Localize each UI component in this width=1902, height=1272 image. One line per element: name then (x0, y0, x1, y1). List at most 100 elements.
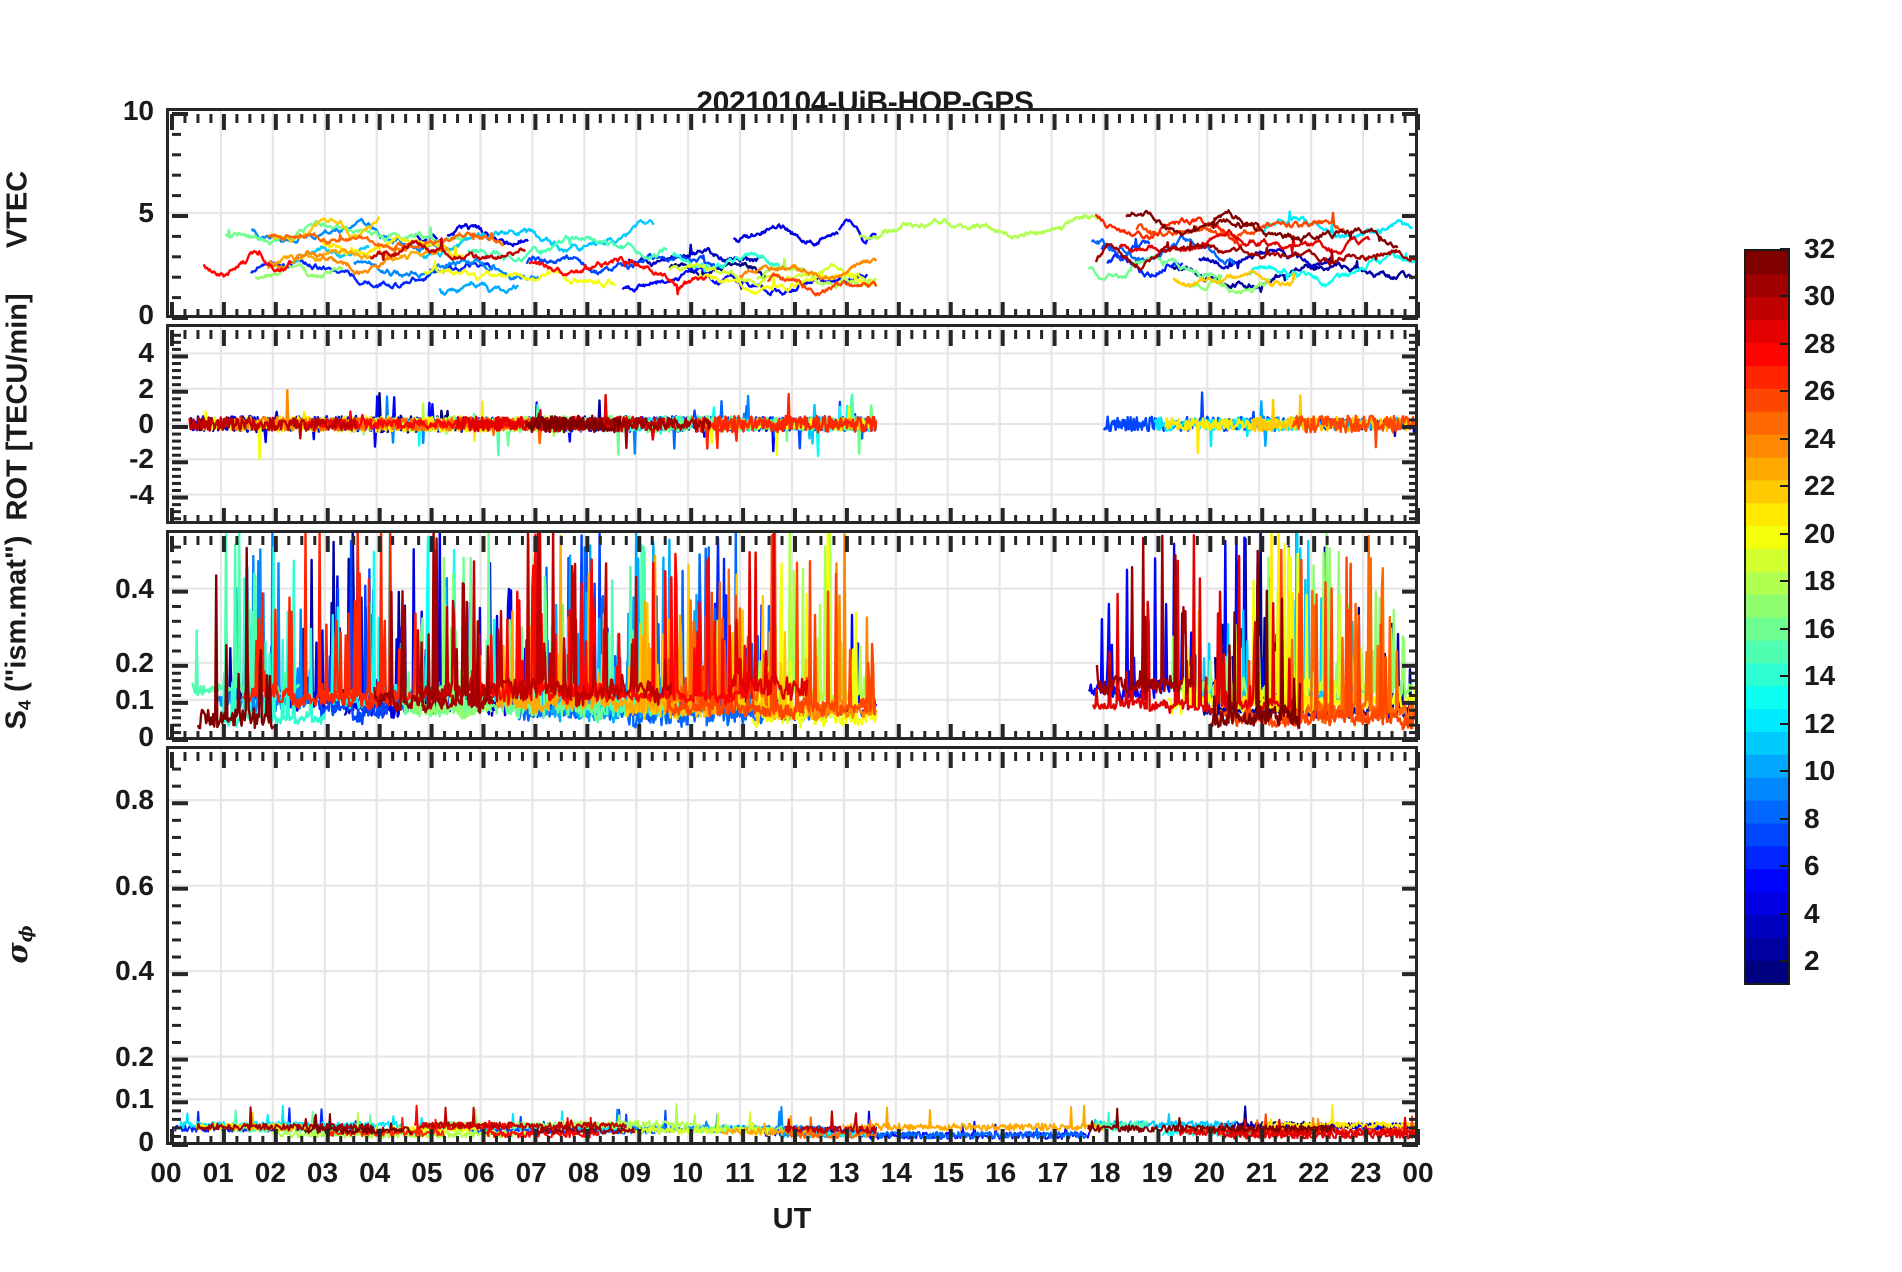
ytick-label-rot-4: 4 (138, 337, 154, 369)
ytick-label-vtec-1: 5 (138, 197, 154, 228)
data-trace (665, 533, 877, 721)
xtick-label-17: 17 (1037, 1157, 1069, 1188)
data-trace (558, 1103, 702, 1129)
data-trace (697, 271, 878, 296)
colorbar-swatch (1746, 548, 1788, 572)
xtick-label-2: 02 (254, 1157, 286, 1188)
ytick-label-sigma_phi-3: 0.4 (115, 955, 154, 987)
ytick-label-sigma_phi-2: 0.2 (115, 1040, 154, 1072)
colorbar-tickmark (1780, 580, 1790, 583)
colorbar-swatch (1746, 617, 1788, 641)
data-trace (268, 246, 450, 266)
plot-canvas-rot (169, 327, 1415, 521)
xaxis-label: UT (772, 1203, 812, 1235)
xtick-label-9: 09 (619, 1157, 652, 1188)
colorbar-swatch (1746, 594, 1788, 618)
colorbar-tick-10: 10 (1804, 755, 1836, 787)
data-trace (788, 1116, 878, 1140)
colorbar-swatch (1746, 845, 1788, 870)
colorbar-tick-26: 26 (1804, 375, 1836, 407)
data-trace (1261, 1104, 1415, 1130)
colorbar-tickmark (1780, 960, 1790, 963)
colorbar-tickmark (1780, 390, 1790, 393)
data-trace (250, 256, 494, 290)
data-trace (1125, 209, 1259, 237)
colorbar-swatch (1746, 456, 1788, 481)
plot-panel-rot (166, 324, 1420, 524)
colorbar-swatch (1746, 822, 1788, 847)
data-trace (303, 1113, 414, 1135)
colorbar-swatch (1746, 800, 1788, 824)
data-trace (1087, 1107, 1336, 1133)
colorbar-swatch (1746, 479, 1788, 504)
ytick-label-sigma_phi-0: 0 (138, 1126, 154, 1157)
data-trace (627, 243, 763, 268)
xtick-label-4: 04 (359, 1157, 391, 1188)
colorbar-swatch (1746, 319, 1788, 344)
xtick-label-16: 16 (985, 1157, 1017, 1188)
plot-panel-s4 (166, 530, 1420, 742)
yaxis-label-rot: ROT [TECU/min] (1, 293, 34, 521)
xtick-label-10: 10 (672, 1157, 704, 1188)
xtick-label-7: 07 (515, 1157, 547, 1188)
data-trace (369, 237, 527, 261)
xtick-label-23: 23 (1350, 1157, 1382, 1188)
colorbar-tickmark (1780, 865, 1790, 868)
colorbar-swatch (1746, 434, 1788, 458)
colorbar-tick-22: 22 (1804, 470, 1836, 502)
colorbar-tickmark (1780, 675, 1790, 678)
colorbar-swatch (1746, 662, 1788, 687)
xtick-label-3: 03 (306, 1157, 339, 1188)
data-trace (858, 213, 1100, 240)
colorbar-tick-14: 14 (1804, 660, 1836, 692)
xtick-label-24: 00 (1402, 1157, 1434, 1188)
ytick-label-vtec-2: 10 (122, 95, 154, 126)
colorbar-swatch (1746, 273, 1788, 298)
data-trace (373, 533, 495, 714)
xtick-label-5: 05 (411, 1157, 443, 1188)
colorbar-tickmark (1780, 770, 1790, 773)
plot-panel-sigma_phi (166, 746, 1420, 1147)
data-trace (732, 223, 839, 247)
xtick-label-21: 21 (1245, 1157, 1278, 1188)
colorbar (1744, 249, 1790, 985)
colorbar-swatch (1746, 296, 1788, 321)
ytick-label-s4-2: 0.2 (115, 646, 154, 678)
colorbar-tickmark (1780, 248, 1790, 250)
ytick-label-rot-0: -4 (129, 478, 154, 510)
data-trace (196, 1106, 371, 1132)
plot-canvas-s4 (169, 533, 1415, 737)
data-trace (727, 533, 809, 701)
data-trace (668, 261, 767, 279)
colorbar-tickmark (1780, 295, 1790, 298)
colorbar-swatch (1746, 914, 1788, 938)
plot-canvas-vtec (169, 111, 1415, 315)
xtick-label-12: 12 (776, 1157, 808, 1188)
colorbar-swatch (1746, 731, 1788, 755)
data-trace (202, 249, 293, 278)
colorbar-swatch (1746, 960, 1788, 983)
data-trace (420, 218, 655, 260)
data-trace (1135, 211, 1345, 241)
ytick-label-sigma_phi-4: 0.6 (115, 869, 154, 901)
data-trace (1092, 534, 1298, 714)
data-trace (438, 280, 519, 296)
yaxis-label-vtec: VTEC (1, 170, 34, 249)
colorbar-swatch (1746, 937, 1788, 961)
colorbar-swatch (1746, 342, 1788, 366)
colorbar-swatch (1746, 891, 1788, 915)
colorbar-tickmark (1780, 722, 1790, 725)
colorbar-swatch (1746, 754, 1788, 778)
colorbar-tick-30: 30 (1804, 280, 1836, 312)
colorbar-swatch (1746, 571, 1788, 595)
data-trace (1185, 273, 1271, 295)
xtick-label-20: 20 (1193, 1157, 1225, 1188)
data-trace (413, 223, 529, 248)
data-trace (418, 1106, 628, 1131)
colorbar-swatch (1746, 388, 1788, 412)
data-trace (1094, 1120, 1149, 1129)
colorbar-tick-12: 12 (1804, 707, 1836, 739)
colorbar-swatch (1746, 868, 1788, 893)
colorbar-swatch (1746, 708, 1788, 732)
data-trace (1160, 240, 1415, 266)
